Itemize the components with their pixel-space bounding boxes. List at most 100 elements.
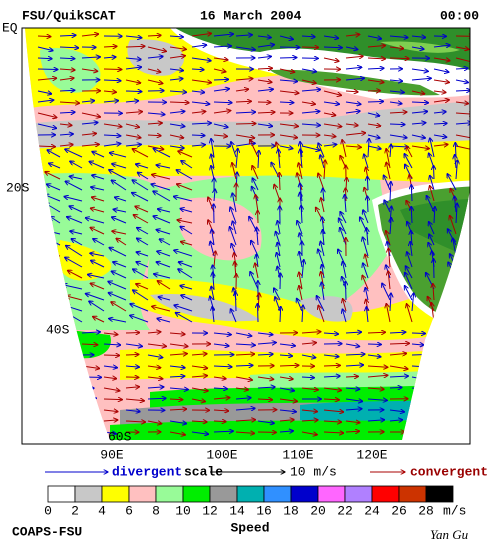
wind-arrow bbox=[191, 57, 211, 61]
colorbar-box bbox=[47, 485, 76, 503]
wind-arrow bbox=[324, 160, 325, 180]
wind-arrow bbox=[339, 218, 347, 235]
wind-arrow bbox=[279, 377, 293, 379]
wind-arrow bbox=[323, 410, 344, 412]
wind-arrow bbox=[318, 173, 325, 191]
wind-arrow bbox=[90, 253, 105, 257]
wind-arrow bbox=[235, 365, 253, 366]
wind-arrow bbox=[279, 124, 298, 126]
wind-arrow bbox=[279, 68, 295, 72]
wind-arrow bbox=[390, 182, 391, 202]
wind-arrow bbox=[257, 112, 275, 113]
wind-arrow bbox=[301, 145, 320, 150]
wind-arrow bbox=[213, 135, 228, 136]
wind-arrow bbox=[235, 46, 255, 50]
wind-arrow bbox=[69, 176, 83, 179]
wind-arrow bbox=[125, 333, 140, 334]
wind-arrow bbox=[169, 91, 187, 92]
wind-arrow bbox=[345, 56, 363, 58]
wind-arrow bbox=[169, 79, 183, 81]
wind-arrow bbox=[257, 227, 258, 246]
wind-arrow bbox=[130, 304, 149, 312]
wind-arrow bbox=[279, 431, 293, 432]
wind-arrow bbox=[433, 45, 450, 47]
wind-arrow bbox=[323, 102, 340, 104]
wind-arrow bbox=[411, 185, 412, 202]
wind-arrow bbox=[180, 226, 193, 235]
wind-arrow bbox=[279, 365, 299, 366]
wind-arrow bbox=[191, 123, 211, 124]
wind-arrow bbox=[252, 178, 259, 191]
wind-arrow bbox=[450, 215, 457, 235]
wind-arrow bbox=[301, 355, 316, 358]
wind-arrow bbox=[125, 112, 143, 113]
wind-arrow bbox=[213, 333, 231, 335]
wind-arrow bbox=[125, 67, 142, 69]
wind-arrow bbox=[433, 432, 449, 434]
wind-arrow bbox=[152, 175, 171, 180]
wind-arrow bbox=[367, 388, 384, 389]
wind-arrow bbox=[70, 161, 83, 169]
wind-arrow bbox=[323, 135, 336, 137]
wind-arrow bbox=[125, 354, 139, 355]
wind-arrow bbox=[81, 57, 100, 58]
wind-arrow bbox=[455, 410, 469, 412]
wind-arrow bbox=[93, 239, 105, 246]
wind-arrow bbox=[235, 101, 251, 102]
wind-arrow bbox=[257, 124, 273, 126]
wind-arrow bbox=[147, 366, 161, 368]
wind-arrow bbox=[257, 343, 276, 345]
wind-arrow bbox=[367, 176, 368, 191]
wind-arrow bbox=[367, 355, 381, 357]
wind-arrow bbox=[169, 102, 189, 103]
wind-arrow bbox=[59, 69, 75, 70]
wind-arrow bbox=[279, 58, 297, 59]
wind-arrow bbox=[433, 365, 451, 369]
wind-arrow bbox=[157, 251, 171, 257]
wind-arrow bbox=[455, 145, 470, 151]
wind-arrow bbox=[320, 155, 325, 169]
wind-arrow bbox=[277, 252, 281, 268]
wind-arrow bbox=[147, 123, 162, 124]
wind-arrow bbox=[133, 215, 149, 224]
wind-arrow bbox=[154, 274, 171, 279]
wind-arrow bbox=[367, 420, 385, 421]
colorbar-box bbox=[425, 485, 454, 503]
wind-arrow bbox=[213, 123, 228, 127]
wind-arrow bbox=[64, 197, 83, 202]
wind-arrow bbox=[157, 318, 171, 323]
wind-arrow bbox=[323, 432, 344, 433]
wind-arrow bbox=[257, 421, 274, 423]
colorbar-tick-label: 18 bbox=[283, 503, 299, 518]
wind-arrow bbox=[191, 366, 208, 368]
wind-arrow bbox=[367, 46, 386, 48]
wind-arrow bbox=[111, 302, 127, 312]
wind-arrow bbox=[103, 144, 121, 147]
wind-arrow bbox=[66, 296, 83, 301]
wind-arrow bbox=[366, 307, 368, 323]
wind-arrow bbox=[301, 36, 315, 37]
land bbox=[175, 28, 470, 70]
wind-arrow bbox=[109, 170, 127, 180]
wind-arrow bbox=[257, 89, 273, 91]
wind-arrow bbox=[323, 123, 342, 127]
wind-arrow bbox=[434, 259, 435, 279]
wind-arrow bbox=[103, 355, 120, 356]
wind-arrow bbox=[81, 344, 98, 345]
wind-arrow bbox=[44, 261, 61, 268]
wind-arrow bbox=[389, 112, 407, 113]
wind-arrow bbox=[235, 432, 255, 433]
colorbar-tick-label: 4 bbox=[98, 503, 106, 518]
wind-arrow bbox=[137, 172, 149, 180]
wind-arrow bbox=[169, 366, 185, 368]
wind-arrow bbox=[37, 36, 51, 37]
wind-arrow bbox=[63, 285, 83, 290]
wind-arrow bbox=[363, 263, 369, 279]
wind-arrow bbox=[26, 264, 39, 268]
wind-arrow bbox=[213, 46, 232, 47]
wind-arrow bbox=[323, 376, 340, 377]
wind-arrow bbox=[213, 431, 233, 432]
wind-arrow bbox=[433, 333, 448, 334]
wind-arrow bbox=[191, 399, 205, 402]
